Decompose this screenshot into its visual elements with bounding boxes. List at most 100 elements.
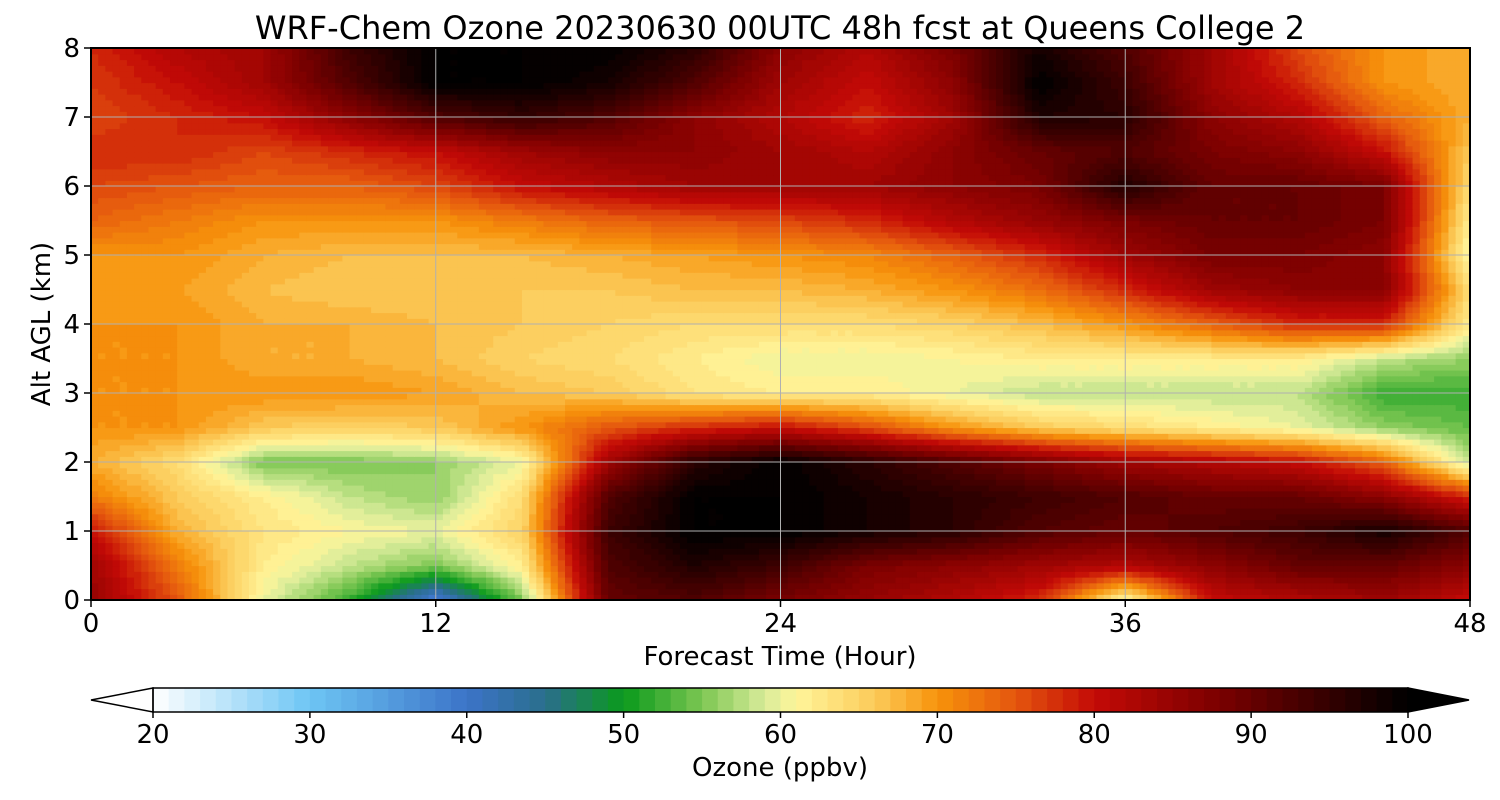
ozone-cell xyxy=(536,525,545,532)
ozone-cell xyxy=(170,548,178,555)
ozone-cell xyxy=(1024,462,1033,469)
ozone-cell xyxy=(787,456,796,463)
ozone-cell xyxy=(1053,565,1062,572)
ozone-cell xyxy=(1161,588,1169,595)
ozone-cell xyxy=(924,594,932,600)
ozone-cell xyxy=(500,508,509,515)
ozone-cell xyxy=(277,479,286,486)
ozone-cell xyxy=(1168,554,1177,561)
ozone-cell xyxy=(1283,571,1292,578)
ozone-cell xyxy=(507,479,516,486)
ozone-cell xyxy=(91,577,99,584)
ozone-cell xyxy=(694,519,703,526)
ozone-cell xyxy=(126,467,135,475)
ozone-cell xyxy=(1031,479,1040,486)
ozone-cell xyxy=(493,588,501,595)
ozone-cell xyxy=(751,525,760,532)
ozone-cell xyxy=(1204,485,1213,492)
ozone-cell xyxy=(902,554,911,561)
ozone-cell xyxy=(529,542,537,549)
ozone-cell xyxy=(644,462,652,469)
ozone-cell xyxy=(758,496,767,503)
ozone-cell xyxy=(1082,571,1090,578)
ozone-cell xyxy=(450,450,458,457)
ozone-cell xyxy=(859,554,868,561)
ozone-cell xyxy=(119,554,128,561)
ozone-cell xyxy=(284,594,293,600)
ozone-cell xyxy=(1376,513,1385,521)
ozone-cell xyxy=(916,467,925,475)
ozone-cell xyxy=(629,490,638,498)
ozone-cell xyxy=(1419,554,1428,561)
ozone-cell xyxy=(1326,508,1335,515)
ozone-cell xyxy=(902,496,911,503)
ozone-cell xyxy=(471,571,480,578)
ozone-cell xyxy=(1369,531,1378,538)
ozone-cell xyxy=(486,519,494,526)
ozone-cell xyxy=(529,456,537,463)
ozone-cell xyxy=(679,565,688,572)
ozone-cell xyxy=(1118,462,1126,469)
ozone-cell xyxy=(952,559,961,567)
ozone-cell xyxy=(177,525,185,532)
ozone-cell xyxy=(1118,496,1126,503)
ozone-cell xyxy=(708,473,717,480)
ozone-cell xyxy=(363,479,372,486)
ozone-cell xyxy=(148,525,157,532)
ozone-cell xyxy=(1448,502,1457,509)
ozone-cell xyxy=(665,479,674,486)
ozone-cell xyxy=(1347,565,1356,572)
ozone-cell xyxy=(823,467,832,475)
ozone-cell xyxy=(486,548,494,555)
ozone-cell xyxy=(1340,536,1349,544)
ozone-cell xyxy=(809,462,818,469)
ozone-cell xyxy=(744,531,753,538)
ozone-cell xyxy=(550,594,559,600)
ozone-cell xyxy=(1333,577,1342,584)
ozone-cell xyxy=(1362,542,1371,549)
ozone-cell xyxy=(629,531,638,538)
ozone-cell xyxy=(1232,502,1241,509)
ozone-cell xyxy=(830,559,839,567)
ozone-cell xyxy=(1326,588,1335,595)
ozone-cell xyxy=(205,577,214,584)
ozone-cell xyxy=(205,467,214,475)
ozone-cell xyxy=(392,485,401,492)
ozone-cell xyxy=(938,548,947,555)
ozone-cell xyxy=(859,496,868,503)
ozone-cell xyxy=(162,462,171,469)
ozone-cell xyxy=(1326,594,1335,600)
ozone-cell xyxy=(141,582,150,590)
ozone-cell xyxy=(550,450,559,457)
ozone-cell xyxy=(945,490,954,498)
ozone-cell xyxy=(191,462,200,469)
ozone-cell xyxy=(909,502,918,509)
ozone-cell xyxy=(593,565,602,572)
ozone-cell xyxy=(521,485,530,492)
ozone-cell xyxy=(1060,467,1069,475)
ozone-cell xyxy=(1110,582,1119,590)
ozone-cell xyxy=(629,467,638,475)
ozone-cell xyxy=(1096,565,1105,572)
ozone-cell xyxy=(629,456,638,463)
ozone-cell xyxy=(500,525,509,532)
ozone-cell xyxy=(471,536,480,544)
ozone-cell xyxy=(557,536,566,544)
ozone-cell xyxy=(335,513,343,521)
ozone-cell xyxy=(292,571,300,578)
ozone-cell xyxy=(1405,536,1414,544)
ozone-cell xyxy=(1398,462,1406,469)
ozone-cell xyxy=(888,554,897,561)
ozone-cell xyxy=(198,485,207,492)
ozone-cell xyxy=(593,508,602,515)
ozone-cell xyxy=(802,462,810,469)
ozone-cell xyxy=(608,462,616,469)
ozone-cell xyxy=(1010,582,1019,590)
ozone-cell xyxy=(1434,485,1442,492)
ozone-cell xyxy=(1333,508,1342,515)
ozone-cell xyxy=(363,531,372,538)
ozone-cell xyxy=(1204,525,1213,532)
ozone-cell xyxy=(407,577,415,584)
ozone-cell xyxy=(335,588,343,595)
ozone-cell xyxy=(1311,577,1320,584)
